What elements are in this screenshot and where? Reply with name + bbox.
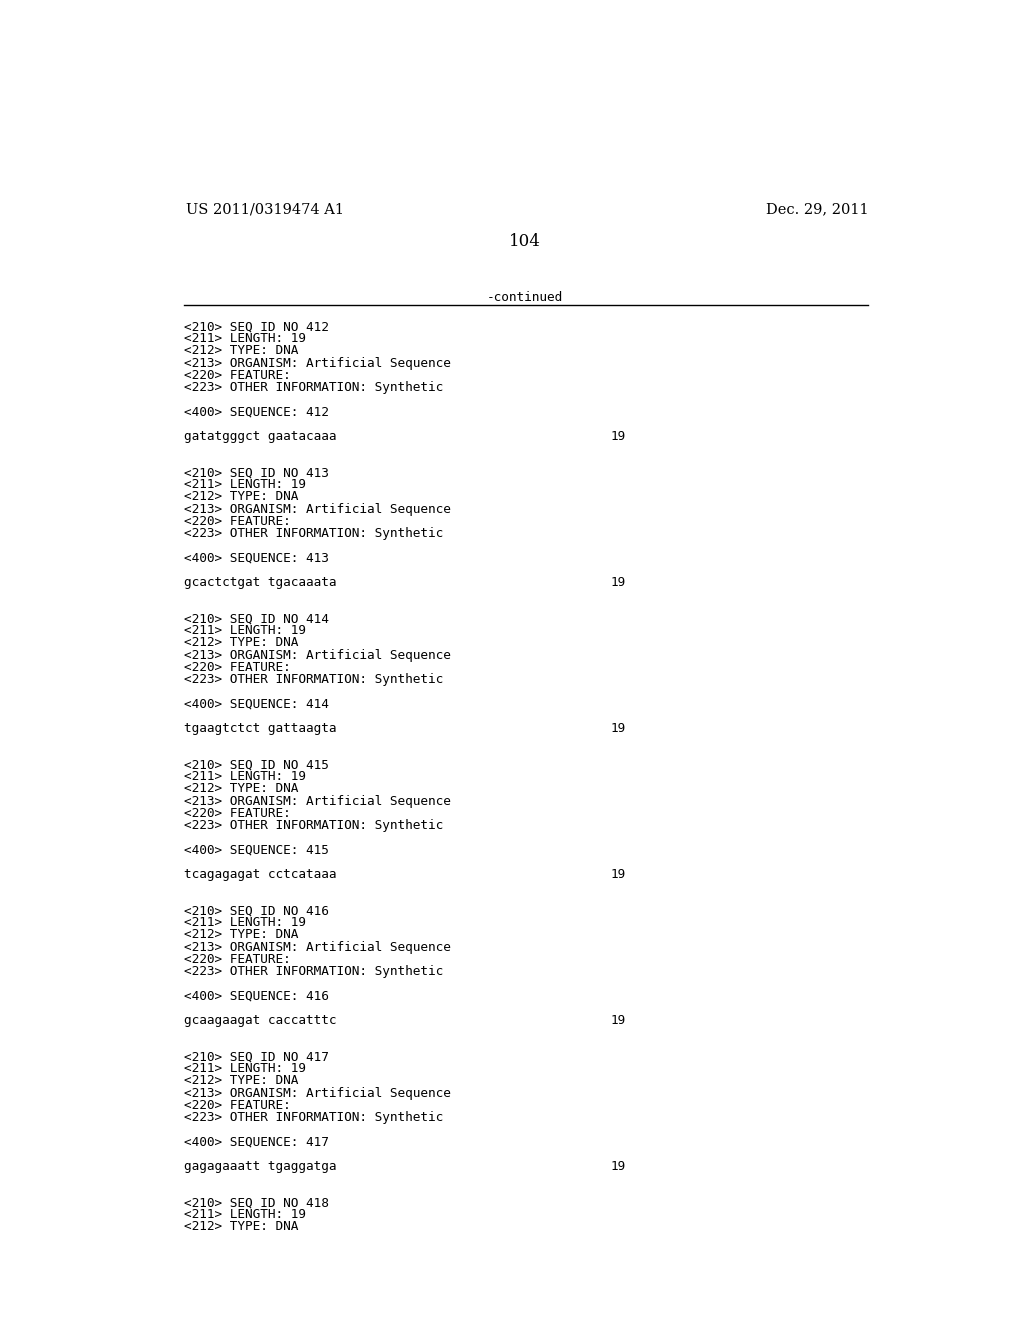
Text: <400> SEQUENCE: 414: <400> SEQUENCE: 414	[183, 697, 329, 710]
Text: <223> OTHER INFORMATION: Synthetic: <223> OTHER INFORMATION: Synthetic	[183, 818, 443, 832]
Text: <210> SEQ ID NO 417: <210> SEQ ID NO 417	[183, 1049, 329, 1063]
Text: <223> OTHER INFORMATION: Synthetic: <223> OTHER INFORMATION: Synthetic	[183, 965, 443, 978]
Text: tgaagtctct gattaagta: tgaagtctct gattaagta	[183, 722, 336, 734]
Text: <223> OTHER INFORMATION: Synthetic: <223> OTHER INFORMATION: Synthetic	[183, 381, 443, 393]
Text: US 2011/0319474 A1: US 2011/0319474 A1	[186, 202, 344, 216]
Text: <213> ORGANISM: Artificial Sequence: <213> ORGANISM: Artificial Sequence	[183, 795, 451, 808]
Text: <210> SEQ ID NO 416: <210> SEQ ID NO 416	[183, 904, 329, 917]
Text: <211> LENGTH: 19: <211> LENGTH: 19	[183, 1063, 306, 1076]
Text: <211> LENGTH: 19: <211> LENGTH: 19	[183, 478, 306, 491]
Text: <210> SEQ ID NO 415: <210> SEQ ID NO 415	[183, 758, 329, 771]
Text: <220> FEATURE:: <220> FEATURE:	[183, 807, 291, 820]
Text: <211> LENGTH: 19: <211> LENGTH: 19	[183, 1208, 306, 1221]
Text: <400> SEQUENCE: 416: <400> SEQUENCE: 416	[183, 989, 329, 1002]
Text: tcagagagat cctcataaa: tcagagagat cctcataaa	[183, 867, 336, 880]
Text: <400> SEQUENCE: 417: <400> SEQUENCE: 417	[183, 1135, 329, 1148]
Text: <212> TYPE: DNA: <212> TYPE: DNA	[183, 345, 298, 358]
Text: 19: 19	[610, 867, 626, 880]
Text: <212> TYPE: DNA: <212> TYPE: DNA	[183, 491, 298, 503]
Text: <210> SEQ ID NO 418: <210> SEQ ID NO 418	[183, 1196, 329, 1209]
Text: <400> SEQUENCE: 412: <400> SEQUENCE: 412	[183, 405, 329, 418]
Text: <223> OTHER INFORMATION: Synthetic: <223> OTHER INFORMATION: Synthetic	[183, 527, 443, 540]
Text: <400> SEQUENCE: 415: <400> SEQUENCE: 415	[183, 843, 329, 857]
Text: <220> FEATURE:: <220> FEATURE:	[183, 368, 291, 381]
Text: 19: 19	[610, 722, 626, 734]
Text: 19: 19	[610, 1159, 626, 1172]
Text: <220> FEATURE:: <220> FEATURE:	[183, 661, 291, 673]
Text: <211> LENGTH: 19: <211> LENGTH: 19	[183, 771, 306, 783]
Text: <223> OTHER INFORMATION: Synthetic: <223> OTHER INFORMATION: Synthetic	[183, 1111, 443, 1123]
Text: <220> FEATURE:: <220> FEATURE:	[183, 1098, 291, 1111]
Text: <400> SEQUENCE: 413: <400> SEQUENCE: 413	[183, 552, 329, 564]
Text: <212> TYPE: DNA: <212> TYPE: DNA	[183, 783, 298, 796]
Text: gatatgggct gaatacaaa: gatatgggct gaatacaaa	[183, 429, 336, 442]
Text: <212> TYPE: DNA: <212> TYPE: DNA	[183, 1074, 298, 1088]
Text: <213> ORGANISM: Artificial Sequence: <213> ORGANISM: Artificial Sequence	[183, 1086, 451, 1100]
Text: <220> FEATURE:: <220> FEATURE:	[183, 515, 291, 528]
Text: gcactctgat tgacaaata: gcactctgat tgacaaata	[183, 576, 336, 589]
Text: <212> TYPE: DNA: <212> TYPE: DNA	[183, 928, 298, 941]
Text: <213> ORGANISM: Artificial Sequence: <213> ORGANISM: Artificial Sequence	[183, 648, 451, 661]
Text: <210> SEQ ID NO 414: <210> SEQ ID NO 414	[183, 612, 329, 626]
Text: <212> TYPE: DNA: <212> TYPE: DNA	[183, 1221, 298, 1233]
Text: 19: 19	[610, 429, 626, 442]
Text: <210> SEQ ID NO 413: <210> SEQ ID NO 413	[183, 466, 329, 479]
Text: 104: 104	[509, 234, 541, 249]
Text: <223> OTHER INFORMATION: Synthetic: <223> OTHER INFORMATION: Synthetic	[183, 673, 443, 686]
Text: gcaagaagat caccatttc: gcaagaagat caccatttc	[183, 1014, 336, 1027]
Text: <213> ORGANISM: Artificial Sequence: <213> ORGANISM: Artificial Sequence	[183, 503, 451, 516]
Text: <211> LENGTH: 19: <211> LENGTH: 19	[183, 916, 306, 929]
Text: 19: 19	[610, 576, 626, 589]
Text: <212> TYPE: DNA: <212> TYPE: DNA	[183, 636, 298, 649]
Text: 19: 19	[610, 1014, 626, 1027]
Text: Dec. 29, 2011: Dec. 29, 2011	[766, 202, 868, 216]
Text: <211> LENGTH: 19: <211> LENGTH: 19	[183, 624, 306, 638]
Text: <213> ORGANISM: Artificial Sequence: <213> ORGANISM: Artificial Sequence	[183, 356, 451, 370]
Text: <210> SEQ ID NO 412: <210> SEQ ID NO 412	[183, 321, 329, 333]
Text: <213> ORGANISM: Artificial Sequence: <213> ORGANISM: Artificial Sequence	[183, 941, 451, 953]
Text: -continued: -continued	[486, 290, 563, 304]
Text: <211> LENGTH: 19: <211> LENGTH: 19	[183, 333, 306, 346]
Text: gagagaaatt tgaggatga: gagagaaatt tgaggatga	[183, 1159, 336, 1172]
Text: <220> FEATURE:: <220> FEATURE:	[183, 953, 291, 966]
